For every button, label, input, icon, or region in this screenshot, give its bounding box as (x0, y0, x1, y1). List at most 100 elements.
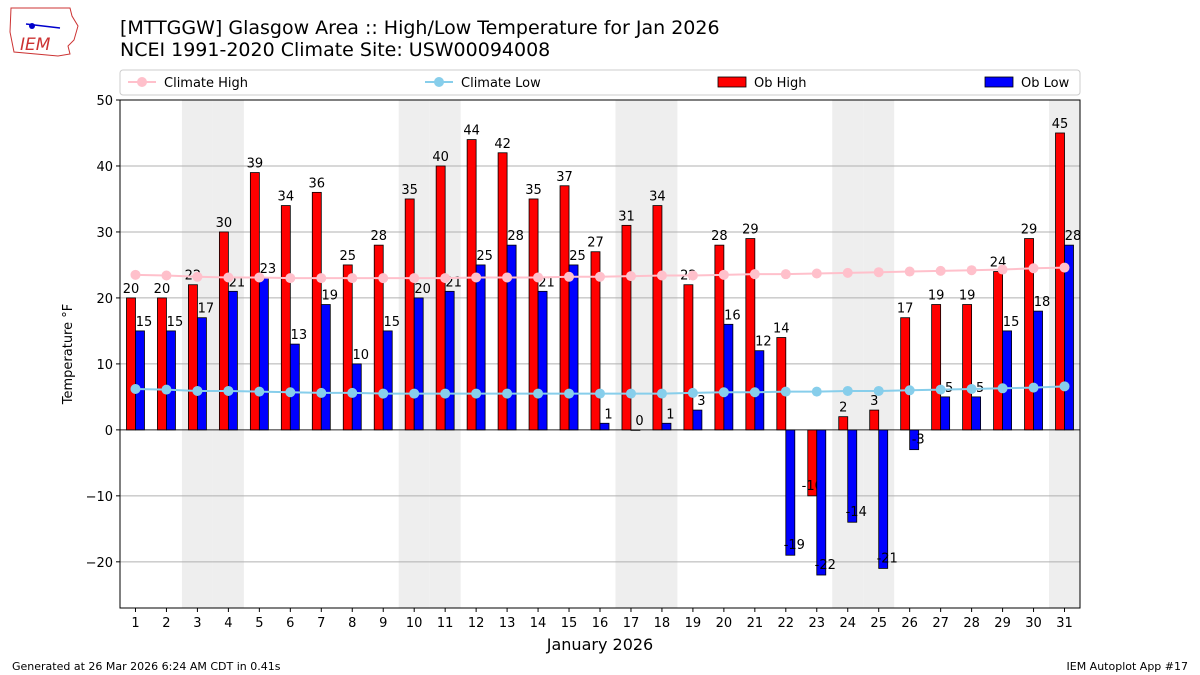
legend-bar-marker (717, 76, 747, 88)
ob-low-bar-label: -22 (815, 558, 836, 573)
ob-low-bar (599, 422, 610, 431)
ob-low-bar (1033, 310, 1043, 431)
climate-low-point (378, 388, 389, 399)
ob-high-bar (962, 304, 973, 431)
climate-low-point (564, 388, 575, 399)
svg-text:IEM: IEM (20, 35, 51, 55)
ob-low-bar (475, 264, 486, 431)
ob-low-bar-label: 28 (507, 229, 524, 244)
ob-low-bar (940, 396, 951, 431)
climate-high-point (223, 272, 234, 283)
chart-title-line2: NCEI 1991-2020 Climate Site: USW00094008 (120, 39, 551, 61)
ob-high-bar-label: 27 (587, 236, 604, 251)
x-tick-label: 11 (437, 616, 454, 631)
climate-high-point (780, 269, 791, 280)
ob-high-bar (621, 224, 632, 431)
ob-low-bar-label: 23 (260, 262, 277, 277)
ob-high-bar (745, 238, 756, 431)
ob-low-bar-label: 5 (945, 381, 953, 396)
ob-low-bar-label: 18 (1034, 295, 1051, 310)
ob-high-bar-label: 42 (494, 137, 511, 152)
climate-low-point (192, 385, 203, 396)
ob-high-bar-label: 45 (1052, 117, 1069, 132)
ob-high-bar-label: 3 (870, 394, 878, 409)
climate-low-point (935, 384, 946, 395)
climate-low-point (254, 386, 265, 397)
climate-high-point (625, 271, 636, 282)
x-tick-label: 4 (224, 616, 232, 631)
ob-low-bar (444, 290, 455, 431)
climate-high-point (440, 273, 451, 284)
climate-low-point (1028, 382, 1039, 393)
climate-high-point (254, 272, 265, 283)
climate-high-point (130, 269, 141, 280)
x-tick-label: 30 (1025, 616, 1042, 631)
ob-high-bar (466, 139, 477, 431)
climate-low-point (966, 383, 977, 394)
footer-generated: Generated at 26 Mar 2026 6:24 AM CDT in … (12, 660, 281, 673)
ob-high-bar-label: 28 (711, 229, 728, 244)
ob-high-bar (373, 244, 384, 431)
x-tick-label: 3 (193, 616, 201, 631)
ob-high-bar (900, 317, 911, 431)
climate-low-point (997, 383, 1008, 394)
ob-low-bar-label: 13 (291, 328, 308, 343)
ob-high-bar (218, 231, 229, 431)
climate-low-point (687, 387, 698, 398)
x-tick-label: 17 (623, 616, 640, 631)
climate-high-point (533, 272, 544, 283)
climate-low-point (471, 388, 482, 399)
climate-high-point (502, 272, 513, 283)
x-tick-label: 2 (162, 616, 170, 631)
climate-low-point (718, 387, 729, 398)
x-tick-label: 20 (716, 616, 733, 631)
x-axis-label: January 2026 (546, 635, 653, 654)
ob-low-bar-label: 10 (352, 348, 369, 363)
ob-low-bar (413, 297, 424, 431)
ob-low-bar-label: 3 (697, 394, 705, 409)
ob-high-bar-label: 30 (216, 216, 233, 231)
ob-high-bar-label: 14 (773, 322, 790, 337)
climate-low-point (440, 388, 451, 399)
ob-low-bar-label: 1 (604, 407, 612, 422)
chart-title-line1: [MTTGGW] Glasgow Area :: High/Low Temper… (120, 17, 720, 39)
x-tick-label: 1 (131, 616, 139, 631)
climate-low-point (161, 384, 172, 395)
climate-high-point (1059, 262, 1070, 273)
ob-low-bar (537, 290, 548, 431)
legend-point-marker (137, 77, 147, 87)
ob-high-bar-label: 35 (401, 183, 418, 198)
x-tick-label: 10 (406, 616, 423, 631)
climate-high-point (904, 266, 915, 277)
ob-low-bar (197, 317, 207, 431)
ob-low-bar (227, 290, 238, 431)
climate-low-point (502, 388, 513, 399)
x-tick-label: 26 (901, 616, 918, 631)
ob-high-bar-label: 29 (1021, 223, 1038, 238)
x-tick-label: 13 (499, 616, 516, 631)
climate-high-point (935, 265, 946, 276)
ob-high-bar-label: 19 (928, 289, 945, 304)
ob-low-bar (661, 422, 672, 431)
ob-low-bar-label: 15 (136, 315, 153, 330)
iem-logo: IEM (9, 7, 79, 57)
climate-high-point (409, 273, 420, 284)
y-tick-label: 40 (96, 160, 113, 175)
climate-low-point (316, 387, 327, 398)
ob-low-bar-label: 25 (476, 249, 493, 264)
x-tick-label: 6 (286, 616, 294, 631)
legend-label: Climate High (164, 76, 248, 91)
x-tick-label: 21 (747, 616, 764, 631)
ob-high-bar (776, 337, 787, 431)
climate-low-point (842, 385, 853, 396)
climate-low-point (1059, 381, 1070, 392)
plot-frame (119, 99, 1081, 609)
x-tick-label: 7 (317, 616, 325, 631)
climate-low-point (409, 388, 420, 399)
ob-high-bar (869, 409, 880, 431)
climate-high-point (564, 271, 575, 282)
climate-low-point (347, 387, 358, 398)
x-tick-label: 15 (561, 616, 578, 631)
climate-high-point (811, 268, 822, 279)
